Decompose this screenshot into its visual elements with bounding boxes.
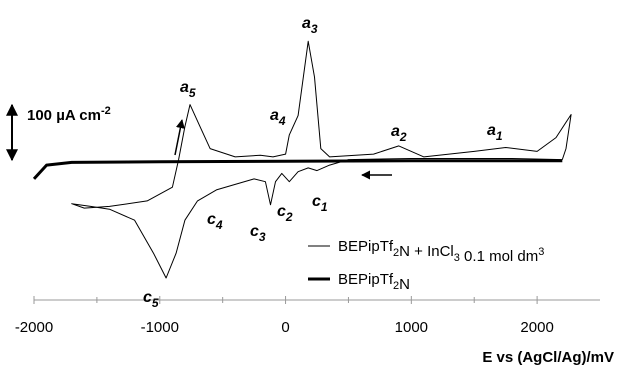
legend-label: BEPipTf2N [338, 271, 410, 293]
peak-sub: 2 [285, 210, 293, 224]
peak-label: c4 [207, 211, 223, 232]
text-sub: 2 [393, 280, 399, 292]
peak-sub: 3 [259, 230, 266, 244]
peak-label: c1 [312, 193, 328, 214]
peak-letter: a [391, 123, 400, 140]
text-part: N [399, 276, 410, 293]
peak-sub: 5 [189, 86, 196, 100]
x-axis-label: E vs (AgCl/Ag)/mV [482, 349, 614, 365]
plot-area [32, 40, 572, 279]
peak-sub: 4 [215, 218, 223, 232]
x-tick-label: -1000 [141, 319, 179, 336]
x-tick-label: -2000 [15, 319, 53, 336]
peak-label: c3 [250, 223, 266, 244]
peak-label: a3 [302, 15, 318, 36]
series-line [71, 40, 572, 279]
series-line [32, 159, 563, 180]
peak-label: a2 [391, 123, 407, 144]
text-part: 0.1 mol dm [460, 248, 538, 265]
text-part: BEPipTf [338, 238, 394, 255]
peak-label: a1 [487, 122, 503, 143]
peak-letter: c [312, 193, 321, 210]
x-tick-label: 0 [281, 319, 289, 336]
scale-bar-sup: -2 [101, 105, 111, 117]
peak-letter: a [487, 122, 496, 139]
text-part: N + InCl [399, 243, 454, 260]
peak-label: c5 [143, 289, 159, 310]
peak-label: a4 [270, 107, 286, 128]
peak-letter: a [302, 15, 311, 32]
scale-bar-label: 100 µA cm-2 [27, 105, 111, 124]
peak-sub: 1 [496, 129, 503, 143]
peak-letter: c [143, 289, 152, 306]
text-sub: 3 [454, 252, 460, 264]
peak-sub: 3 [311, 22, 318, 36]
scan-arrow-up [174, 119, 185, 156]
x-tick-label: 2000 [520, 319, 553, 336]
peak-label: a5 [180, 79, 196, 100]
peak-letter: c [277, 203, 286, 220]
peak-letter: c [250, 223, 259, 240]
text-part: BEPipTf [338, 271, 394, 288]
peak-letter: a [270, 107, 279, 124]
peak-letter: a [180, 79, 189, 96]
peak-sub: 2 [399, 130, 407, 144]
peak-label: c2 [277, 203, 293, 224]
peak-letter: c [207, 211, 216, 228]
peak-sub: 4 [278, 114, 286, 128]
text-sup: 3 [538, 246, 544, 258]
peak-sub: 1 [321, 200, 328, 214]
text-sub: 2 [393, 247, 399, 259]
scale-bar-text: 100 µA cm [27, 107, 101, 124]
legend-label: BEPipTf2N + InCl3 0.1 mol dm3 [338, 238, 544, 265]
x-tick-label: 1000 [395, 319, 428, 336]
peak-sub: 5 [152, 296, 159, 310]
